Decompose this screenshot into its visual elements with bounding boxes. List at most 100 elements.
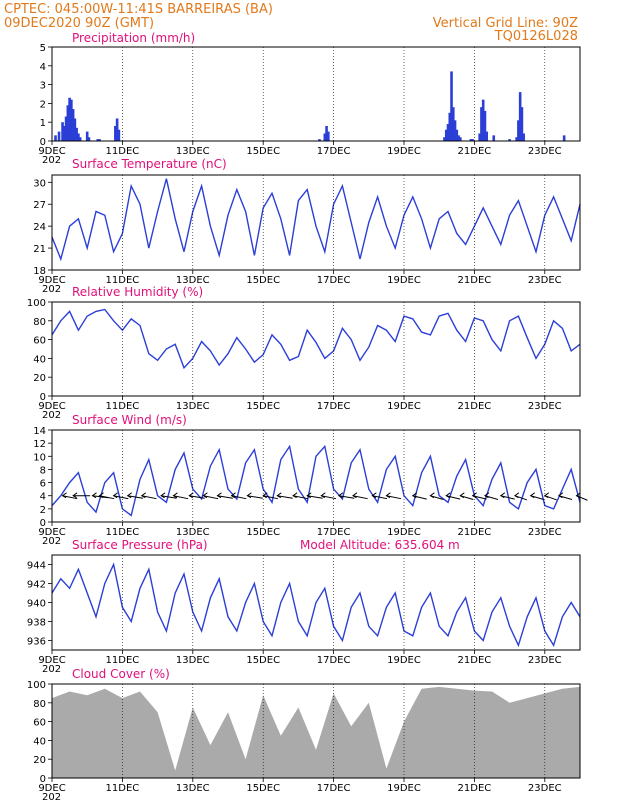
panel-title-pressure: Surface Pressure (hPa) [72,538,208,552]
x-tick-label: 23DEC [528,527,562,538]
x-tick-year: 202 [42,410,61,421]
wind-arrow [160,492,177,499]
precip-bar [114,125,117,141]
x-tick-label: 9DEC [38,783,65,794]
y-tick-label: 60 [33,336,46,347]
y-tick-label: 100 [27,298,46,309]
y-tick-label: 80 [33,317,46,328]
x-tick-label: 15DEC [246,783,280,794]
x-tick-label: 19DEC [387,527,421,538]
y-tick-label: 3 [40,81,46,92]
wind-arrow [112,492,129,500]
x-tick-label: 9DEC [38,527,65,538]
precip-bar [508,139,511,141]
x-tick-label: 23DEC [528,401,562,412]
x-tick-label: 17DEC [317,401,351,412]
wind-arrow [140,492,157,500]
precip-bar [471,139,474,141]
wind-arrow [484,492,499,501]
precip-bar [562,135,566,141]
panel-humidity: Relative Humidity (%) 0 20 40 60 80 100 9DEC 11D… [27,285,581,421]
x-tick-label: 21DEC [458,783,492,794]
x-tick-label: 19DEC [387,275,421,286]
x-tick-label: 17DEC [317,527,351,538]
wind-arrow [371,492,388,500]
y-tick-label: 80 [33,699,46,710]
x-tick-label: 21DEC [458,655,492,666]
panel-precip: Precipitation (mm/h) 0 1 2 3 4 5 9DEC 11DEC 13DEC… [38,31,581,166]
panel-frame [51,429,581,523]
x-tick-label: 11DEC [106,275,140,286]
wind-arrow [262,492,279,500]
wind-arrow [188,492,205,499]
precip-bar [85,131,89,141]
precip-bar [54,135,57,141]
y-tick-label: 4 [40,62,46,73]
precip-bar [518,92,522,141]
wind-arrow [320,492,337,500]
y-tick-label: 5 [40,43,46,54]
x-tick-year: 202 [42,155,61,166]
x-tick-label: 13DEC [176,401,210,412]
precip-bar [469,139,473,141]
precip-bar [455,129,459,141]
x-tick-label: 23DEC [528,783,562,794]
y-tick-label: 20 [33,373,46,384]
precip-bar [78,137,82,141]
panel-frame [51,554,581,651]
x-tick-label: 23DEC [528,146,562,157]
precip-bar [98,139,101,141]
panel-temp: Surface Temperature (nC) 18 21 24 27 30 9DEC 11… [33,157,581,295]
x-tick-label: 23DEC [528,655,562,666]
precip-bar [481,99,485,141]
y-tick-label: 6 [40,479,46,490]
x-tick-year: 202 [42,284,61,295]
y-tick-label: 21 [33,244,46,255]
x-tick-label: 21DEC [458,401,492,412]
wind-arrow [543,492,557,501]
x-tick-label: 13DEC [176,655,210,666]
wind-arrow [411,492,427,500]
precip-bar [480,107,483,141]
precip-bar [77,133,80,141]
y-tick-label: 0 [40,392,46,403]
y-tick-label: 40 [33,736,46,747]
y-tick-label: 0 [40,518,46,529]
x-tick-label: 15DEC [246,527,280,538]
cloud-cover-area [52,686,580,778]
precip-bar [57,131,61,141]
panel-title-wind: Surface Wind (m/s) [72,413,187,427]
precip-bar [63,125,66,141]
x-tick-label: 13DEC [176,527,210,538]
y-tick-label: 944 [27,561,46,572]
precip-bar [448,112,452,141]
x-tick-label: 15DEC [246,146,280,157]
x-tick-label: 21DEC [458,146,492,157]
wind-arrow [445,492,461,500]
y-tick-label: 30 [33,178,46,189]
x-tick-label: 19DEC [387,401,421,412]
x-tick-label: 15DEC [246,655,280,666]
precip-bar [453,120,457,141]
y-tick-label: 940 [27,599,46,610]
precip-bar [517,120,520,141]
y-tick-label: 60 [33,718,46,729]
precip-bar [71,109,75,141]
y-tick-label: 27 [33,200,46,211]
x-tick-label: 23DEC [528,275,562,286]
wind-arrow [306,492,323,499]
wind-arrow [61,492,78,500]
y-tick-label: 100 [27,680,46,691]
header-location: CPTEC: 045:00W-11:41S BARREIRAS (BA) [4,2,273,17]
humidity-line [51,308,581,370]
y-tick-label: 2 [40,99,46,110]
precip-bar [73,118,77,141]
x-tick-label: 21DEC [458,527,492,538]
wind-arrow [337,492,355,499]
panel-frame [51,174,581,271]
pressure-line [51,562,581,648]
wind-arrow [276,492,293,499]
panel-title-precip: Precipitation (mm/h) [72,31,195,45]
x-tick-label: 9DEC [38,275,65,286]
